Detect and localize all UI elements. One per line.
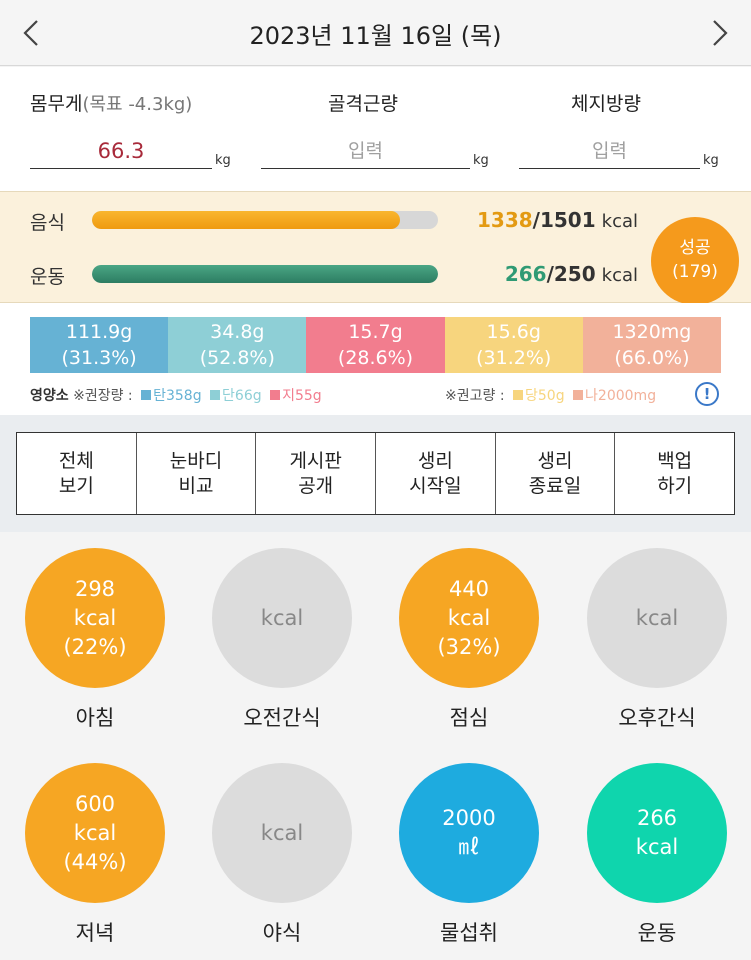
- period-end-button[interactable]: 생리 종료일: [496, 433, 616, 514]
- info-icon[interactable]: !: [695, 382, 719, 406]
- chevron-right-icon: [713, 20, 728, 46]
- meal-label: 물섭취: [440, 921, 498, 945]
- exercise-circle[interactable]: 266 kcal: [587, 763, 727, 903]
- nutrient-panel: 111.9g (31.3%) 34.8g (52.8%) 15.7g (28.6%) …: [0, 303, 751, 415]
- backup-button[interactable]: 백업 하기: [657, 449, 693, 497]
- date-header: 2023년 11월 16일 (목): [0, 0, 751, 66]
- muscle-label: 골격근량: [328, 93, 398, 115]
- recommended-legend: 영양소 ※권장량 : 탄358g 단66g 지55g: [30, 388, 322, 404]
- exercise-calories: 266/250 kcal: [504, 262, 638, 286]
- chevron-left-icon: [23, 20, 38, 46]
- meal-label: 아침: [75, 706, 115, 730]
- food-calories: 1338/1501 kcal: [477, 208, 638, 232]
- meal-morning-snack[interactable]: kcal 오전간식: [212, 548, 352, 732]
- afternoon-snack-circle[interactable]: kcal: [587, 548, 727, 688]
- calorie-summary: 음식 1338/1501 kcal 운동 266/250 kcal 성공 (179): [0, 191, 751, 305]
- exercise-progress-fill: [92, 265, 438, 283]
- meal-late-snack[interactable]: kcal 야식: [212, 763, 352, 947]
- late-snack-circle[interactable]: kcal: [212, 763, 352, 903]
- meal-afternoon-snack[interactable]: kcal 오후간식: [587, 548, 727, 732]
- meal-breakfast[interactable]: 298 kcal (22%) 아침: [25, 548, 165, 732]
- weight-label: 몸무게(목표 -4.3kg): [30, 93, 193, 115]
- fat-input[interactable]: 입력: [519, 135, 700, 169]
- weight-unit: kg: [215, 153, 231, 168]
- meal-label: 운동: [637, 921, 677, 945]
- meal-label: 점심: [449, 706, 489, 730]
- advised-legend: ※권고량 : 당50g 나2000mg: [445, 388, 657, 404]
- food-progress-bar: [92, 211, 438, 229]
- fat-label: 체지방량: [571, 93, 641, 115]
- action-buttons: 전체 보기 눈바디 비교 게시판 공개 생리 시작일 생리 종료일 백업 하기: [16, 432, 735, 515]
- meal-label: 오전간식: [243, 706, 321, 730]
- weight-input[interactable]: 66.3: [30, 135, 212, 169]
- exercise-progress-bar: [92, 265, 438, 283]
- status-badge: 성공 (179): [651, 217, 739, 305]
- morning-snack-circle[interactable]: kcal: [212, 548, 352, 688]
- food-progress-fill: [92, 211, 400, 229]
- action-bar: 전체 보기 눈바디 비교 게시판 공개 생리 시작일 생리 종료일 백업 하기: [0, 415, 751, 532]
- muscle-input[interactable]: 입력: [261, 135, 470, 169]
- meal-label: 오후간식: [618, 706, 696, 730]
- view-all-button[interactable]: 전체 보기: [17, 433, 137, 514]
- nutrient-fat: 15.7g (28.6%): [306, 317, 445, 373]
- lunch-circle[interactable]: 440 kcal (32%): [399, 548, 539, 688]
- muscle-unit: kg: [473, 153, 489, 168]
- nutrient-protein: 34.8g (52.8%): [168, 317, 307, 373]
- next-day-button[interactable]: [697, 10, 743, 56]
- prev-day-button[interactable]: [8, 10, 54, 56]
- body-compare-button[interactable]: 눈바디 비교: [137, 433, 257, 514]
- breakfast-circle[interactable]: 298 kcal (22%): [25, 548, 165, 688]
- nutrient-bar: 111.9g (31.3%) 34.8g (52.8%) 15.7g (28.6%) …: [30, 317, 722, 373]
- meal-water[interactable]: 2000 ㎖ 물섭취: [399, 763, 539, 947]
- meal-exercise[interactable]: 266 kcal 운동: [587, 763, 727, 947]
- weight-goal: (목표 -4.3kg): [82, 94, 193, 115]
- page-title[interactable]: 2023년 11월 16일 (목): [249, 22, 502, 50]
- status-value: (179): [672, 262, 718, 282]
- meal-grid: 298 kcal (22%) 아침 kcal 오전간식 440 kcal (32%) 점…: [0, 532, 751, 960]
- nutrient-sodium: 1320mg (66.0%): [582, 317, 722, 373]
- period-start-button[interactable]: 생리 시작일: [376, 433, 496, 514]
- status-label: 성공: [679, 238, 711, 258]
- meal-dinner[interactable]: 600 kcal (44%) 저녁: [25, 763, 165, 947]
- meal-lunch[interactable]: 440 kcal (32%) 점심: [399, 548, 539, 732]
- water-circle[interactable]: 2000 ㎖: [399, 763, 539, 903]
- board-publish-button[interactable]: 게시판 공개: [256, 433, 377, 514]
- meal-label: 야식: [262, 921, 302, 945]
- body-measurements: 몸무게(목표 -4.3kg) 골격근량 체지방량 66.3 kg 입력 kg 입…: [0, 67, 751, 191]
- nutrient-sugar: 15.6g (31.2%): [444, 317, 583, 373]
- exercise-label: 운동: [30, 266, 65, 288]
- meal-label: 저녁: [75, 921, 115, 945]
- fat-unit: kg: [703, 153, 719, 168]
- nutrient-carb: 111.9g (31.3%): [30, 317, 169, 373]
- dinner-circle[interactable]: 600 kcal (44%): [25, 763, 165, 903]
- food-label: 음식: [30, 212, 65, 234]
